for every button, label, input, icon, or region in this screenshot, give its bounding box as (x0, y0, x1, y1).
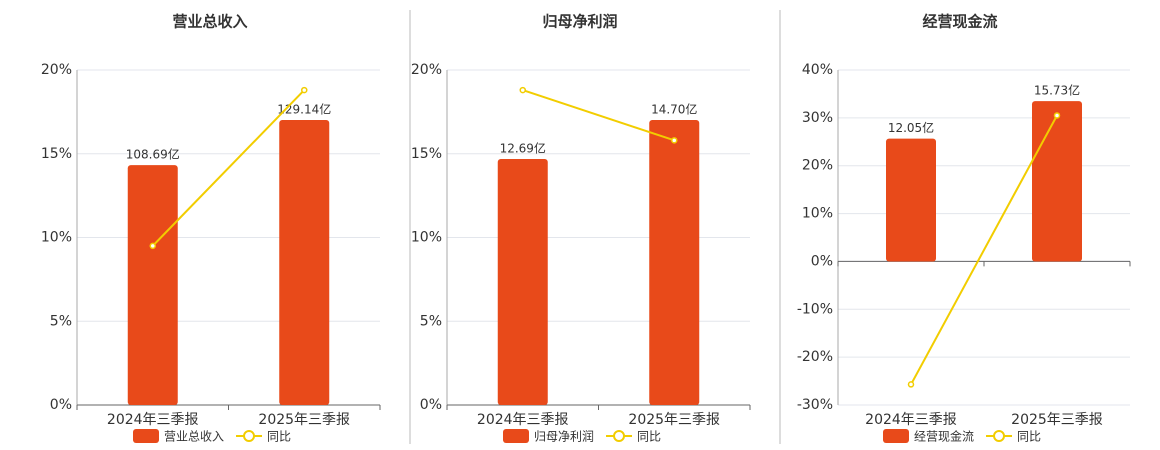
bar (279, 120, 330, 405)
x-tick-label: 2025年三季报 (628, 412, 720, 428)
line (910, 114, 1058, 385)
y-tick-label: 10% (411, 230, 442, 246)
bar (649, 120, 700, 405)
line-point (149, 242, 156, 250)
y-tick-label: -10% (797, 301, 833, 317)
x-tick-label: 2024年三季报 (107, 412, 199, 428)
y-tick-label: 5% (420, 313, 442, 329)
y-tick-label: 20% (411, 62, 442, 78)
chart-title: 归母净利润 (542, 13, 617, 31)
value-label: 15.73亿 (1034, 83, 1080, 98)
value-label: 12.69亿 (500, 140, 546, 155)
line-point (907, 381, 915, 388)
legend-label: 同比 (637, 430, 661, 444)
y-tick-label: 20% (41, 62, 72, 78)
y-tick-label: 0% (420, 397, 442, 413)
bar (497, 158, 548, 405)
y-tick-label: 0% (50, 397, 72, 413)
x-tick-label: 2024年三季报 (477, 412, 569, 428)
legend-swatch (133, 429, 159, 443)
line (522, 89, 675, 142)
bar (886, 138, 936, 262)
legend-label: 经营现金流 (914, 429, 974, 444)
x-tick-label: 2025年三季报 (258, 412, 350, 428)
bar (127, 165, 178, 405)
line-point (519, 86, 526, 94)
line (152, 89, 305, 247)
x-tick-label: 2025年三季报 (1011, 412, 1103, 428)
y-tick-label: 0% (811, 253, 833, 269)
y-tick-label: 15% (411, 146, 442, 162)
value-label: 14.70亿 (651, 102, 697, 117)
x-tick-label: 2024年三季报 (865, 412, 957, 428)
legend-label: 同比 (1017, 430, 1041, 444)
y-tick-label: 40% (802, 62, 833, 78)
chart-title: 营业总收入 (172, 13, 247, 31)
legend-label: 同比 (267, 430, 291, 444)
y-tick-label: 30% (802, 110, 833, 126)
y-tick-label: -30% (797, 397, 833, 413)
value-label: 12.05亿 (888, 120, 934, 135)
y-tick-label: 5% (50, 313, 72, 329)
line-point (301, 86, 308, 94)
legend-swatch (243, 430, 256, 442)
chart-title: 经营现金流 (922, 13, 997, 31)
legend-swatch (613, 430, 626, 442)
y-tick-label: -20% (797, 349, 833, 365)
y-tick-label: 20% (802, 158, 833, 174)
y-tick-label: 15% (41, 146, 72, 162)
bar (1032, 101, 1082, 262)
value-label: 108.69亿 (126, 147, 180, 162)
line-point (671, 137, 678, 144)
legend-swatch (503, 429, 529, 443)
y-tick-label: 10% (41, 230, 72, 246)
legend-swatch (993, 430, 1006, 442)
line-point (1053, 112, 1061, 119)
legend-label: 归母净利润 (534, 430, 594, 444)
legend-label: 营业总收入 (164, 430, 224, 444)
y-tick-label: 10% (802, 206, 833, 222)
legend-swatch (883, 429, 909, 443)
